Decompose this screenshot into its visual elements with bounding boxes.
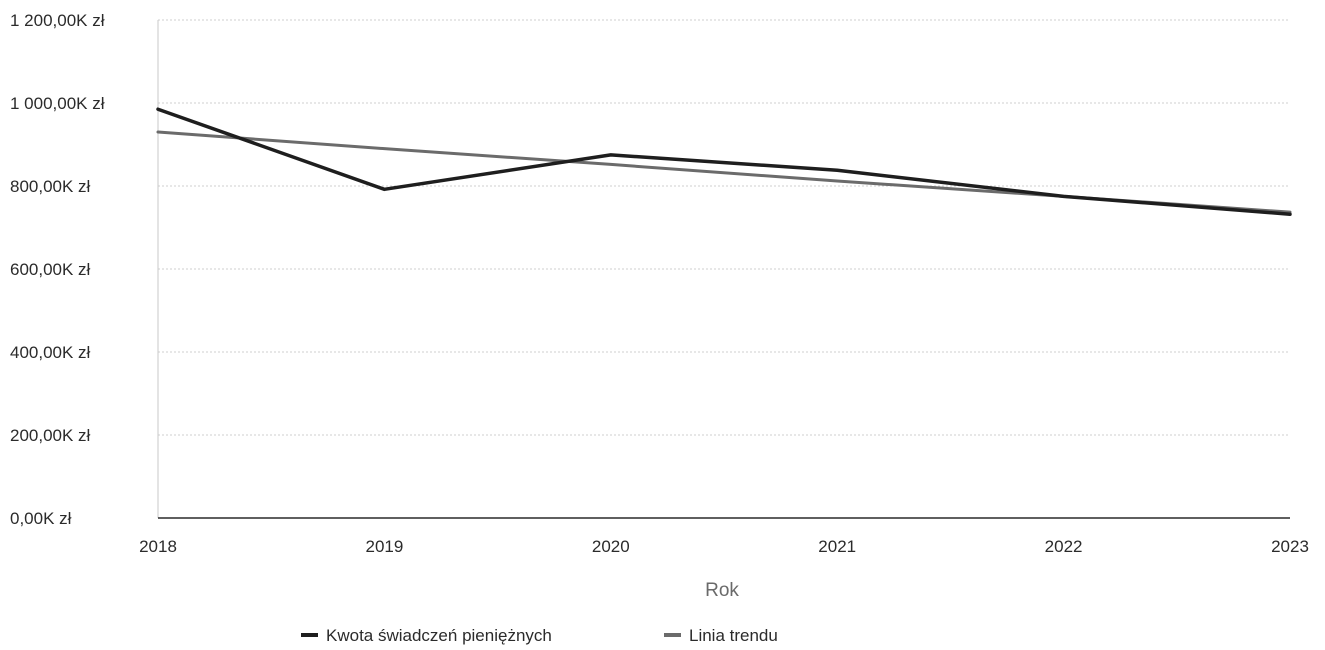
- x-tick-label: 2018: [139, 537, 177, 556]
- legend-label-trend: Linia trendu: [689, 626, 778, 645]
- x-tick-label: 2023: [1271, 537, 1309, 556]
- x-axis-ticks: 2018 2019 2020 2021 2022 2023: [139, 537, 1309, 556]
- y-tick-label: 400,00K zł: [10, 343, 91, 362]
- y-tick-label: 1 200,00K zł: [10, 11, 105, 30]
- y-tick-label: 1 000,00K zł: [10, 94, 105, 113]
- x-tick-label: 2019: [365, 537, 403, 556]
- y-tick-label: 800,00K zł: [10, 177, 91, 196]
- legend: Kwota świadczeń pieniężnych Linia trendu: [301, 626, 778, 645]
- x-axis-title: Rok: [705, 580, 739, 601]
- y-tick-label: 0,00K zł: [10, 509, 72, 528]
- legend-label-amount: Kwota świadczeń pieniężnych: [326, 626, 552, 645]
- gridlines: [158, 19, 1290, 436]
- y-tick-label: 600,00K zł: [10, 260, 91, 279]
- series-line-amount: [156, 107, 1292, 216]
- legend-item-amount: Kwota świadczeń pieniężnych: [301, 626, 552, 645]
- x-tick-label: 2022: [1045, 537, 1083, 556]
- x-tick-label: 2020: [592, 537, 630, 556]
- legend-item-trend: Linia trendu: [664, 626, 778, 645]
- y-tick-label: 200,00K zł: [10, 426, 91, 445]
- series-lines: [156, 107, 1292, 216]
- y-axis-ticks: 0,00K zł 200,00K zł 400,00K zł 600,00K zł 80…: [10, 11, 105, 528]
- x-tick-label: 2021: [818, 537, 856, 556]
